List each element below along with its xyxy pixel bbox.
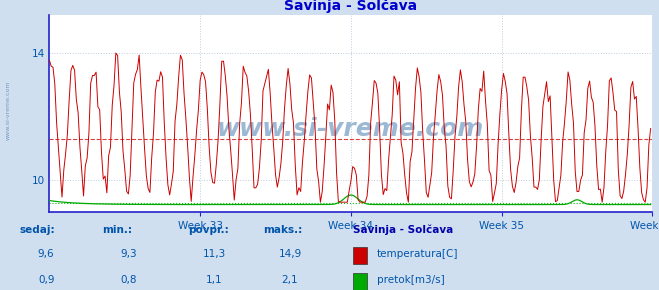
Text: 0,8: 0,8 [120, 275, 137, 285]
Text: 14,9: 14,9 [278, 249, 302, 259]
Text: povpr.:: povpr.: [188, 225, 229, 235]
Text: 0,9: 0,9 [38, 275, 55, 285]
Text: sedaj:: sedaj: [20, 225, 55, 235]
Bar [353, 273, 367, 290]
Text: pretok[m3/s]: pretok[m3/s] [377, 275, 445, 285]
Text: 11,3: 11,3 [202, 249, 226, 259]
Text: www.si-vreme.com: www.si-vreme.com [217, 117, 484, 141]
Text: maks.:: maks.: [264, 225, 303, 235]
Title: Savinja - Solčava: Savinja - Solčava [284, 0, 418, 13]
Text: 2,1: 2,1 [281, 275, 299, 285]
Text: 9,3: 9,3 [120, 249, 137, 259]
Text: www.si-vreme.com: www.si-vreme.com [5, 80, 11, 140]
Text: 9,6: 9,6 [38, 249, 55, 259]
Text: Savinja - Solčava: Savinja - Solčava [353, 224, 453, 235]
Text: 1,1: 1,1 [206, 275, 223, 285]
Bar [353, 247, 367, 264]
Text: min.:: min.: [102, 225, 132, 235]
Text: temperatura[C]: temperatura[C] [377, 249, 459, 259]
